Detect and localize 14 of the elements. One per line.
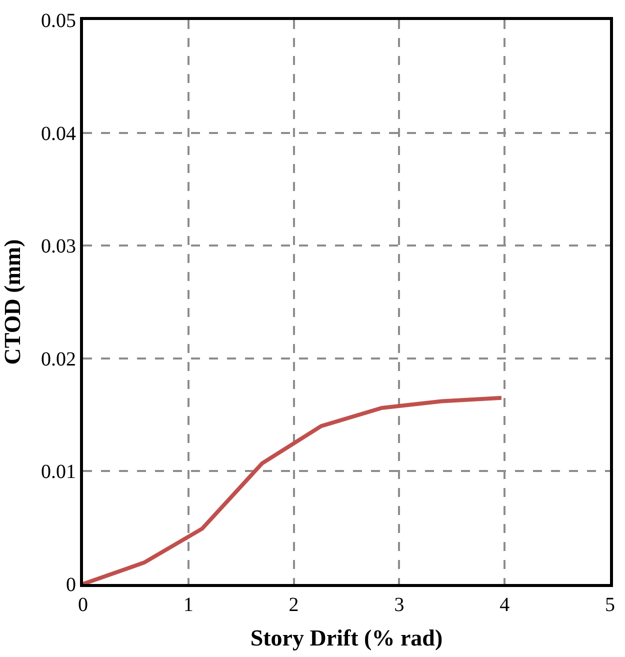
x-tick-label: 2 (288, 594, 299, 616)
x-tick-label: 5 (605, 594, 615, 616)
y-tick-label: 0.05 (41, 10, 76, 32)
y-tick-label: 0.04 (41, 122, 76, 145)
x-tick-label: 1 (183, 594, 194, 616)
x-tick-label: 4 (500, 594, 510, 616)
x-axis-title: Story Drift (% rad) (250, 626, 443, 651)
x-tick-label: 3 (394, 594, 404, 616)
y-tick-label: 0.03 (41, 236, 76, 258)
line-series (83, 396, 504, 584)
y-tick-label: 0.02 (41, 348, 76, 370)
y-axis-title: CTOD (mm) (0, 239, 25, 365)
y-tick-label: 0 (66, 574, 76, 596)
y-tick-label: 0.01 (41, 461, 76, 484)
